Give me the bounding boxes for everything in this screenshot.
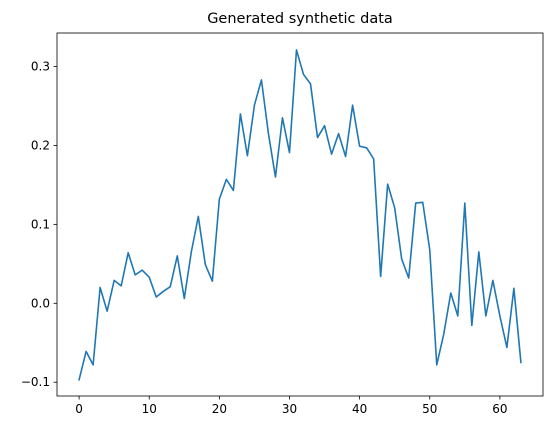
x-tick-label: 50	[422, 402, 437, 416]
x-tick-label: 10	[142, 402, 157, 416]
plot-frame	[56, 32, 544, 397]
x-tick-label: 20	[212, 402, 227, 416]
x-tick-label: 60	[492, 402, 507, 416]
x-tick-label: 30	[282, 402, 297, 416]
series-line-0	[78, 49, 522, 381]
y-tick-label: −0.1	[21, 375, 50, 389]
y-tick-label: 0.1	[31, 217, 50, 231]
chart-title: Generated synthetic data	[207, 11, 393, 27]
axis-ticks: 0 10 20 30 40 50 60 −0.1 0.0 0.1 0.2 0.3	[21, 60, 508, 416]
x-tick-label: 0	[75, 402, 83, 416]
y-tick-label: 0.0	[31, 296, 50, 310]
y-tick-label: 0.3	[31, 60, 50, 74]
series-group	[78, 49, 522, 381]
y-tick-label: 0.2	[31, 138, 50, 152]
x-tick-label: 40	[352, 402, 367, 416]
